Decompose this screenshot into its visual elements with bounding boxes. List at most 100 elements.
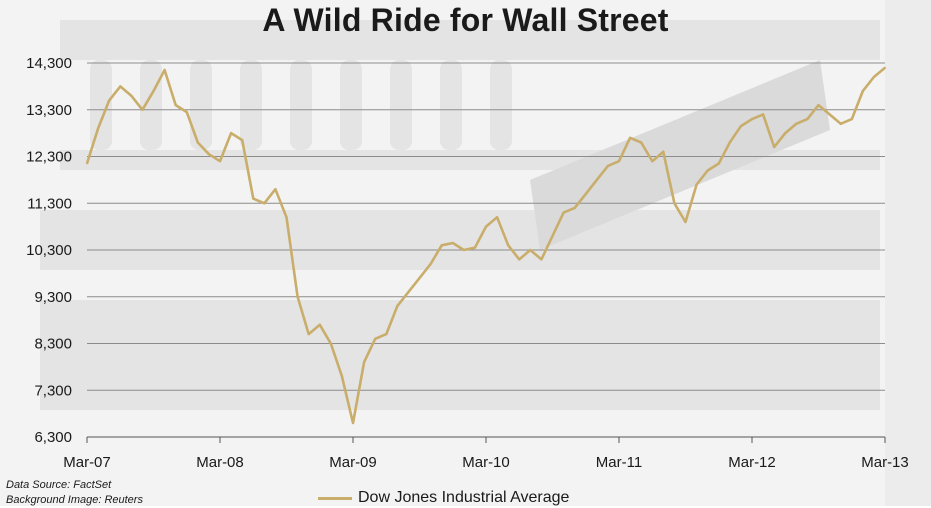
y-tick-label: 12,300 <box>26 149 72 166</box>
x-tick-label: Mar-13 <box>861 454 909 471</box>
data-point <box>462 249 465 251</box>
data-point <box>208 153 210 156</box>
data-point <box>595 178 598 181</box>
data-point <box>451 242 454 244</box>
data-point <box>662 150 665 153</box>
data-point <box>485 225 487 228</box>
data-point <box>307 333 310 336</box>
x-tick-label: Mar-11 <box>596 454 642 471</box>
data-point <box>507 244 510 247</box>
data-point <box>185 111 188 113</box>
legend-label: Dow Jones Industrial Average <box>358 489 570 506</box>
data-point <box>784 132 787 135</box>
x-axis <box>86 436 886 443</box>
x-axis-tick-labels: Mar-07 Mar-08 Mar-09 Mar-10 Mar-11 Mar-12 Mar-… <box>63 454 909 471</box>
data-point <box>163 69 166 71</box>
data-point <box>230 132 232 135</box>
data-point <box>141 108 144 111</box>
data-point <box>396 305 399 307</box>
series-layer <box>85 66 886 425</box>
data-point <box>695 183 698 186</box>
x-tick-label: Mar-08 <box>196 454 244 471</box>
data-point <box>551 235 554 237</box>
data-point <box>773 146 776 149</box>
data-point <box>440 244 443 247</box>
data-point <box>706 169 709 172</box>
data-point <box>640 141 643 144</box>
data-point <box>174 104 177 106</box>
data-point <box>130 94 133 97</box>
legend-swatch <box>318 496 352 500</box>
y-tick-label: 14,300 <box>26 55 72 72</box>
data-point <box>607 164 609 167</box>
data-point <box>584 193 587 195</box>
data-point <box>673 202 676 205</box>
data-point <box>263 202 266 205</box>
data-point <box>751 118 753 120</box>
y-tick-label: 11,300 <box>27 195 72 212</box>
data-point <box>728 141 731 144</box>
data-point <box>318 323 321 326</box>
y-tick-label: 8,300 <box>34 336 72 353</box>
data-point <box>651 160 654 163</box>
data-point <box>285 216 288 219</box>
data-point <box>529 249 532 251</box>
data-point <box>839 122 842 125</box>
y-axis-tick-labels: 6,300 7,300 8,300 9,300 10,300 11,300 12,300 13… <box>26 55 72 446</box>
series-line-dow-jones <box>85 66 886 425</box>
y-tick-label: 7,300 <box>34 382 72 399</box>
y-tick-label: 13,300 <box>26 102 72 119</box>
data-point <box>219 160 221 163</box>
y-tick-label: 6,300 <box>34 429 72 446</box>
x-tick-label: Mar-12 <box>728 454 776 471</box>
data-source-note: Data Source: FactSet <box>6 479 112 491</box>
data-point <box>861 90 864 92</box>
x-tick-label: Mar-10 <box>462 454 510 471</box>
data-point <box>684 221 687 223</box>
data-point <box>828 113 831 116</box>
data-point <box>119 85 122 88</box>
data-point <box>196 141 199 144</box>
data-point <box>562 211 565 214</box>
data-point <box>374 337 377 340</box>
data-point <box>86 162 88 165</box>
data-point <box>385 333 388 336</box>
data-point <box>108 99 111 102</box>
data-point <box>717 162 720 165</box>
background-image-credit: Background Image: Reuters <box>6 494 143 506</box>
data-point <box>518 258 521 261</box>
data-point <box>540 258 543 261</box>
data-point <box>806 118 809 120</box>
legend: Dow Jones Industrial Average <box>318 488 569 508</box>
data-point <box>884 66 886 69</box>
x-tick-label: Mar-09 <box>329 454 377 471</box>
data-point <box>341 375 343 378</box>
y-tick-label: 9,300 <box>34 289 72 306</box>
data-point <box>496 216 498 219</box>
data-point <box>817 104 820 106</box>
data-point <box>329 342 332 345</box>
data-point <box>762 113 764 116</box>
data-point <box>274 188 277 191</box>
data-point <box>873 76 875 78</box>
data-point <box>795 122 798 125</box>
data-point <box>241 139 244 142</box>
chart-title: A Wild Ride for Wall Street <box>262 2 669 38</box>
data-point <box>152 90 155 92</box>
data-point <box>850 118 853 120</box>
data-point <box>429 263 432 265</box>
data-point <box>740 125 742 128</box>
y-tick-label: 10,300 <box>26 242 72 259</box>
data-point <box>296 295 299 298</box>
data-point <box>352 422 354 424</box>
data-point <box>97 127 99 130</box>
data-point <box>418 277 421 279</box>
data-point <box>573 207 576 209</box>
data-point <box>363 361 365 364</box>
data-point <box>252 197 255 200</box>
data-point <box>407 291 410 293</box>
x-tick-label: Mar-07 <box>63 454 111 471</box>
data-point <box>629 136 631 139</box>
